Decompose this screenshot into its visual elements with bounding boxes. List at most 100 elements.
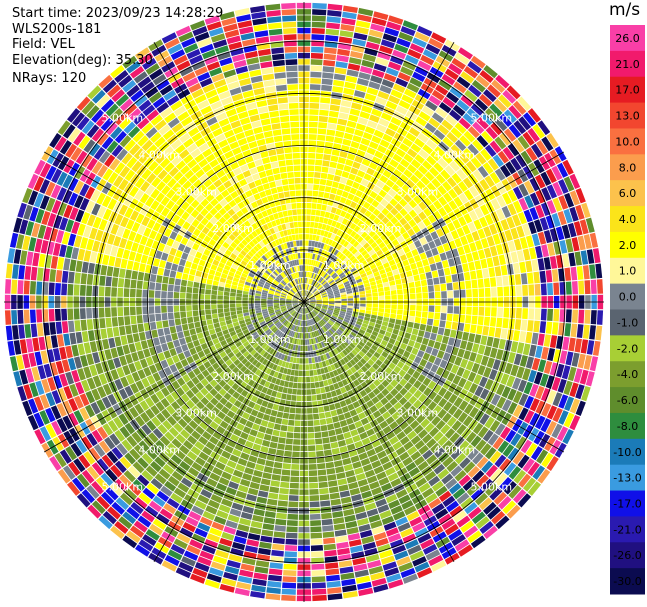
velocity-cell <box>80 273 88 285</box>
velocity-cell <box>358 143 368 152</box>
velocity-cell <box>187 280 194 288</box>
velocity-cell <box>405 132 417 143</box>
velocity-cell <box>273 384 279 392</box>
velocity-cell <box>466 289 472 298</box>
velocity-cell <box>344 198 352 207</box>
velocity-cell <box>411 248 419 257</box>
velocity-cell <box>200 217 209 226</box>
velocity-cell <box>379 84 392 94</box>
velocity-cell <box>323 265 329 272</box>
velocity-cell <box>357 318 364 323</box>
velocity-cell <box>392 168 403 178</box>
velocity-cell <box>361 373 369 381</box>
velocity-cell <box>39 394 50 409</box>
velocity-cell <box>522 458 535 473</box>
velocity-cell <box>349 222 357 230</box>
velocity-cell <box>348 264 355 271</box>
velocity-cell <box>107 393 118 406</box>
velocity-cell <box>315 296 322 300</box>
velocity-cell <box>330 364 336 371</box>
velocity-cell <box>231 263 239 270</box>
velocity-cell <box>388 499 401 509</box>
velocity-cell <box>255 336 262 342</box>
velocity-cell <box>537 359 547 373</box>
velocity-cell <box>320 210 326 217</box>
velocity-cell <box>311 325 315 332</box>
velocity-cell <box>472 470 485 483</box>
velocity-cell <box>381 321 389 327</box>
velocity-cell <box>366 87 379 96</box>
velocity-cell <box>128 483 142 496</box>
velocity-cell <box>553 309 560 322</box>
velocity-cell <box>164 431 175 442</box>
velocity-cell <box>348 351 355 359</box>
velocity-cell <box>215 549 229 559</box>
velocity-cell <box>333 362 340 369</box>
velocity-cell <box>463 189 474 201</box>
velocity-cell <box>342 266 348 272</box>
velocity-cell <box>370 241 378 249</box>
velocity-cell <box>271 549 284 557</box>
velocity-cell <box>489 419 501 433</box>
velocity-cell <box>451 420 462 432</box>
velocity-cell <box>175 397 185 407</box>
velocity-cell <box>484 378 494 391</box>
velocity-cell <box>272 429 280 437</box>
velocity-cell <box>247 434 256 443</box>
velocity-cell <box>438 196 448 207</box>
velocity-cell <box>400 66 414 77</box>
velocity-cell <box>321 295 328 298</box>
velocity-cell <box>322 300 329 302</box>
velocity-cell <box>228 363 236 371</box>
velocity-cell <box>312 253 316 260</box>
velocity-cell <box>474 207 484 219</box>
velocity-cell <box>276 391 282 399</box>
velocity-cell <box>251 475 262 484</box>
velocity-cell <box>71 112 86 127</box>
velocity-cell <box>223 415 232 424</box>
velocity-cell <box>319 288 325 293</box>
velocity-cell <box>499 113 513 128</box>
velocity-cell <box>339 373 346 381</box>
velocity-cell <box>97 164 109 178</box>
velocity-cell <box>98 307 105 318</box>
velocity-cell <box>306 383 311 389</box>
velocity-cell <box>131 371 141 383</box>
velocity-cell <box>339 150 348 159</box>
velocity-cell <box>433 431 444 442</box>
velocity-cell <box>293 432 301 439</box>
velocity-cell <box>471 511 486 525</box>
velocity-cell <box>178 337 187 346</box>
velocity-cell <box>304 277 306 284</box>
velocity-cell <box>420 317 428 325</box>
velocity-cell <box>295 306 300 311</box>
velocity-cell <box>487 158 499 171</box>
velocity-cell <box>435 261 443 270</box>
velocity-cell <box>309 84 321 91</box>
velocity-cell <box>336 472 346 480</box>
velocity-cell <box>184 424 195 435</box>
velocity-cell <box>142 534 157 547</box>
velocity-cell <box>307 320 310 326</box>
velocity-cell <box>319 277 324 283</box>
velocity-cell <box>420 175 431 186</box>
velocity-cell <box>307 292 312 298</box>
velocity-cell <box>304 308 307 314</box>
velocity-cell <box>302 308 304 314</box>
velocity-cell <box>408 257 416 265</box>
velocity-cell <box>403 193 413 203</box>
velocity-cell <box>349 255 356 262</box>
velocity-cell <box>161 313 168 321</box>
velocity-cell <box>291 464 300 470</box>
velocity-cell <box>396 556 411 567</box>
velocity-cell <box>375 279 383 285</box>
velocity-cell <box>479 216 488 228</box>
velocity-cell <box>515 307 522 319</box>
velocity-cell <box>101 195 112 208</box>
velocity-cell <box>340 306 347 310</box>
velocity-cell <box>483 89 497 103</box>
velocity-cell <box>308 357 312 364</box>
velocity-cell <box>368 366 376 374</box>
velocity-cell <box>399 387 408 396</box>
velocity-cell <box>336 124 346 132</box>
